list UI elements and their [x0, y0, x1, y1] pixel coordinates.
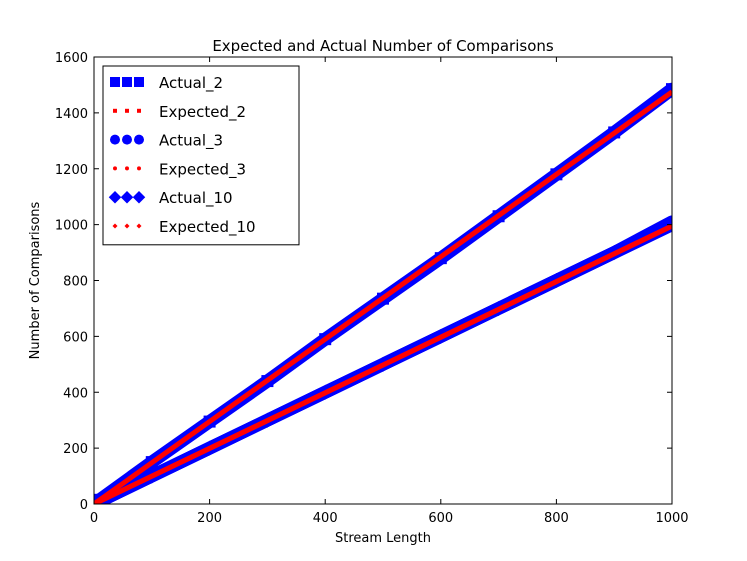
legend-marker-expected-3 [113, 166, 117, 171]
legend-marker-actual-10 [132, 190, 146, 204]
legend-marker-expected-10 [136, 223, 142, 229]
axes: 0 200 400 600 800 1000 0 200 400 600 800 1000 1200 14… [55, 51, 689, 526]
legend-marker-actual-2 [110, 77, 120, 87]
legend-marker-actual-2 [134, 77, 144, 87]
series-layer [94, 82, 672, 504]
legend-item-expected-10: Expected_10 [112, 218, 256, 237]
x-tick-label: 0 [90, 511, 98, 526]
legend: Actual_2 Expected_2 Actual_3 Expected_3 Actu… [102, 65, 300, 246]
y-tick-label: 800 [63, 275, 88, 290]
y-tick-label: 600 [63, 330, 88, 345]
legend-label-actual-3: Actual_3 [159, 132, 223, 151]
y-tick-label: 200 [63, 442, 88, 457]
legend-marker-actual-3 [134, 134, 144, 145]
legend-marker-expected-3 [137, 166, 141, 171]
legend-label-actual-10: Actual_10 [159, 189, 233, 208]
legend-marker-actual-10 [108, 190, 122, 204]
legend-box [102, 65, 300, 246]
x-tick-label: 200 [197, 511, 222, 526]
y-axis-label: Number of Comparisons [28, 201, 43, 359]
legend-marker-expected-2 [137, 108, 141, 113]
plot-area [94, 82, 672, 504]
legend-item-actual-2: Actual_2 [110, 74, 223, 93]
series-expected-2-line [94, 89, 672, 504]
legend-item-expected-2: Expected_2 [113, 103, 246, 122]
x-tick-label: 1000 [655, 511, 688, 526]
y-tick-label: 0 [80, 498, 88, 513]
legend-label-expected-10: Expected_10 [159, 218, 256, 237]
x-axis-label: Stream Length [335, 531, 431, 546]
legend-marker-expected-10 [112, 223, 118, 229]
y-tick-label: 1200 [55, 163, 88, 178]
y-tick-label: 400 [63, 386, 88, 401]
series-expected-10-line [94, 223, 672, 504]
legend-label-expected-2: Expected_2 [159, 103, 246, 122]
x-tick-label: 600 [428, 511, 453, 526]
legend-marker-actual-3 [122, 134, 132, 145]
chart-title: Expected and Actual Number of Comparison… [212, 37, 554, 55]
legend-label-actual-2: Actual_2 [159, 74, 223, 93]
legend-marker-actual-2 [122, 77, 132, 87]
legend-item-actual-3: Actual_3 [110, 132, 223, 151]
y-tick-label: 1000 [55, 219, 88, 234]
legend-item-actual-10: Actual_10 [108, 189, 233, 208]
legend-marker-actual-3 [110, 134, 120, 145]
legend-marker-expected-2 [125, 108, 129, 113]
y-tick-label: 1600 [55, 51, 88, 66]
legend-marker-expected-2 [113, 108, 117, 113]
legend-marker-expected-3 [125, 166, 129, 171]
legend-label-expected-3: Expected_3 [159, 160, 246, 179]
legend-item-expected-3: Expected_3 [113, 160, 246, 179]
point-actual-2 [666, 83, 672, 96]
legend-marker-actual-10 [120, 190, 134, 204]
x-tick-label: 400 [313, 511, 338, 526]
y-tick-label: 1400 [55, 107, 88, 122]
legend-marker-expected-10 [124, 223, 130, 229]
x-tick-label: 800 [544, 511, 569, 526]
